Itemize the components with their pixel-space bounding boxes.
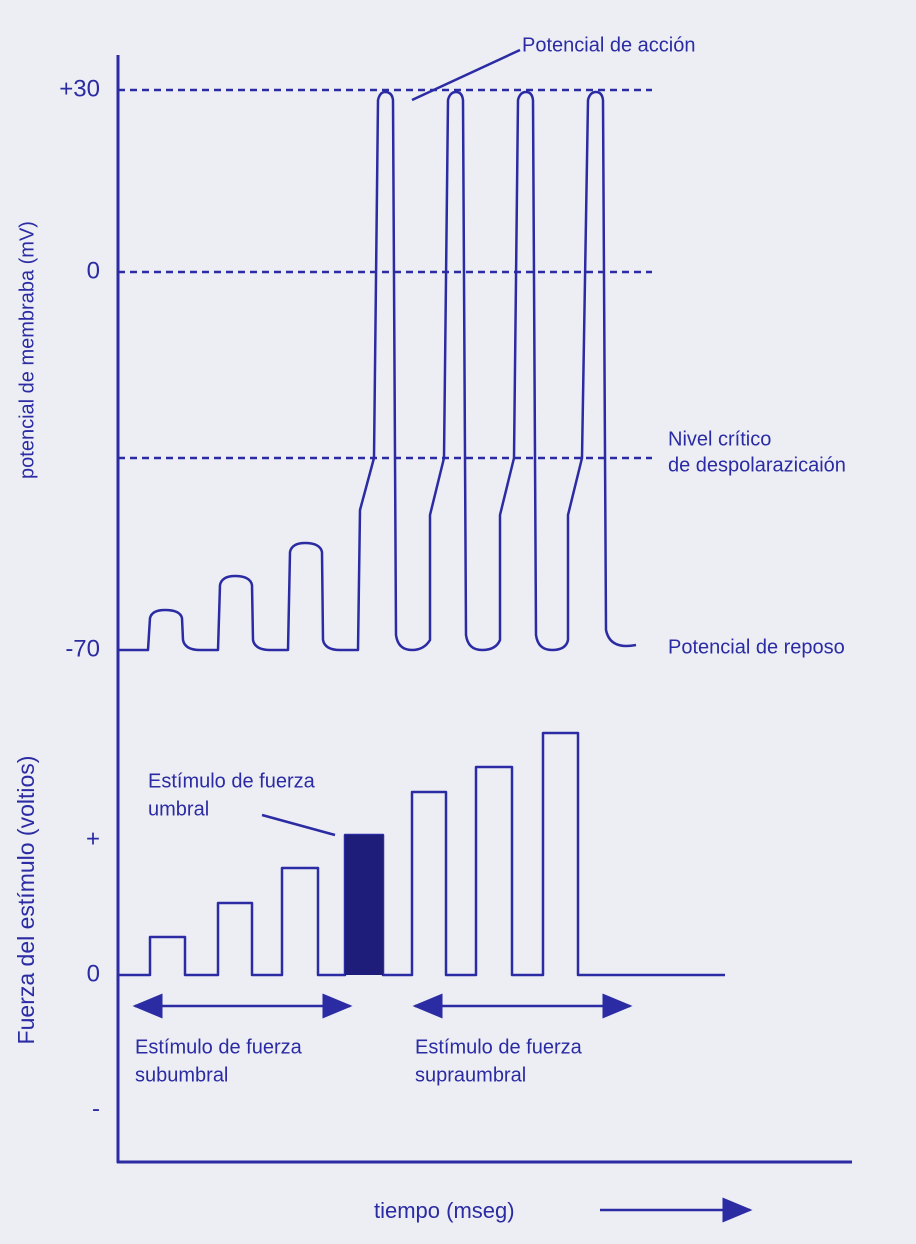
pointer-line (261, 813, 336, 837)
annotation: Estímulo de fuerza (415, 1036, 583, 1058)
annotation: de despolarazicaión (668, 454, 846, 476)
annotation: Potencial de reposo (668, 636, 845, 658)
tick-label: 0 (87, 960, 100, 987)
annotation: Estímulo de fuerza (135, 1036, 303, 1058)
tick-label: - (92, 1095, 100, 1122)
annotation: Nivel crítico (668, 428, 771, 450)
membrane-trace (118, 90, 637, 652)
annotation: umbral (148, 798, 209, 820)
tick-label: -70 (65, 635, 100, 662)
x-axis-label: tiempo (mseg) (374, 1198, 515, 1223)
annotation: Potencial de acción (522, 34, 695, 56)
threshold-stimulus (345, 835, 383, 975)
annotation: subumbral (135, 1064, 228, 1086)
annotation: Estímulo de fuerza (148, 770, 316, 792)
tick-label: + (86, 825, 100, 852)
tick-label: 0 (87, 257, 100, 284)
tick-label: +30 (59, 75, 100, 102)
axis-label: potencial de membraba (mV) (16, 221, 38, 479)
axis-label: Fuerza del estímulo (voltios) (13, 756, 39, 1045)
annotation: supraumbral (415, 1064, 526, 1086)
pointer-line (411, 48, 521, 102)
